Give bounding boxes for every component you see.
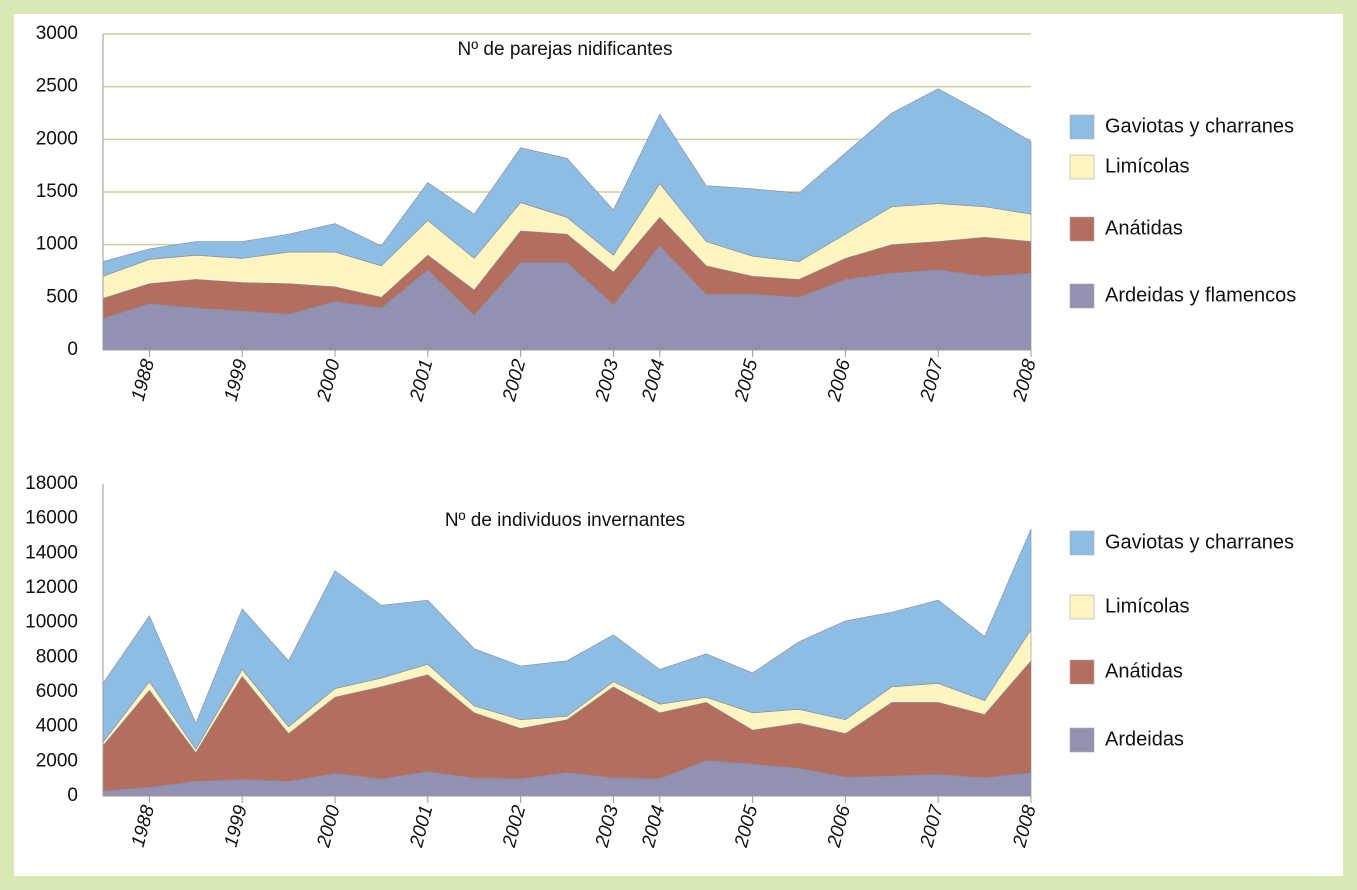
- y-tick-label: 2000: [36, 750, 78, 771]
- x-tick-label: 2008: [1009, 357, 1041, 405]
- legend-swatch: [1069, 727, 1095, 753]
- legend-swatch: [1069, 114, 1095, 140]
- y-tick-label: 14000: [25, 542, 78, 563]
- x-tick-label: 2001: [406, 357, 437, 404]
- legend-label: Anátidas: [1105, 660, 1183, 682]
- legend-label: Ardeidas y flamencos: [1105, 284, 1296, 306]
- legend-swatch: [1069, 216, 1095, 242]
- y-tick-label: 1500: [36, 181, 78, 202]
- y-tick-label: 8000: [36, 646, 78, 667]
- y-tick-label: 4000: [36, 716, 78, 737]
- x-tick-label: 2000: [313, 803, 345, 851]
- legend-label: Limícolas: [1105, 595, 1189, 617]
- x-tick-label: 1988: [128, 357, 159, 404]
- area: [102, 528, 1032, 750]
- y-tick-label: 0: [67, 339, 78, 360]
- x-tick-label: 2006: [824, 803, 856, 851]
- y-tick-label: 0: [67, 785, 78, 806]
- y-tick-label: 6000: [36, 681, 78, 702]
- x-tick-label: 1988: [128, 803, 159, 850]
- x-tick-label: 2002: [499, 803, 531, 851]
- x-tick-label: 2004: [638, 803, 669, 850]
- legend-label: Anátidas: [1105, 217, 1183, 239]
- legend-label: Gaviotas y charranes: [1105, 115, 1294, 137]
- legend-swatch: [1069, 283, 1095, 309]
- x-tick-label: 2005: [731, 357, 763, 405]
- y-tick-label: 2000: [36, 128, 78, 149]
- x-tick-label: 2007: [916, 802, 948, 851]
- legend-label: Gaviotas y charranes: [1105, 531, 1294, 553]
- x-tick-label: 2001: [406, 803, 437, 850]
- charts: 0 500 1000 1500 2000 2500 3000 1988 1999 2000 2001…: [14, 14, 1343, 876]
- x-tick-label: 2008: [1009, 803, 1041, 851]
- legend-swatch: [1069, 154, 1095, 180]
- y-tick-label: 1000: [36, 234, 78, 255]
- x-tick-label: 2002: [499, 357, 531, 405]
- y-tick-label: 3000: [36, 23, 78, 44]
- legend-swatch: [1069, 594, 1095, 620]
- legend-swatch: [1069, 659, 1095, 685]
- area: [102, 88, 1032, 277]
- y-tick-label: 500: [46, 286, 78, 307]
- x-tick-label: 2005: [731, 803, 763, 851]
- x-tick-label: 1999: [221, 357, 252, 404]
- y-tick-label: 12000: [25, 577, 78, 598]
- y-tick-label: 18000: [25, 473, 78, 494]
- x-tick-label: 2003: [592, 803, 624, 851]
- x-tick-label: 1999: [221, 803, 252, 850]
- x-tick-label: 2003: [592, 357, 624, 405]
- chart-title: Nº de individuos invernantes: [445, 510, 685, 531]
- x-tick-label: 2000: [313, 357, 345, 405]
- y-tick-label: 10000: [25, 612, 78, 633]
- legend-swatch: [1069, 530, 1095, 556]
- legend-label: Limícolas: [1105, 155, 1189, 177]
- legend-label: Ardeidas: [1105, 728, 1184, 750]
- x-tick-label: 2007: [916, 356, 948, 405]
- chart-title: Nº de parejas nidificantes: [457, 39, 672, 60]
- y-tick-label: 2500: [36, 76, 78, 97]
- x-tick-label: 2006: [824, 357, 856, 405]
- y-tick-label: 16000: [25, 508, 78, 529]
- x-tick-label: 2004: [638, 357, 669, 404]
